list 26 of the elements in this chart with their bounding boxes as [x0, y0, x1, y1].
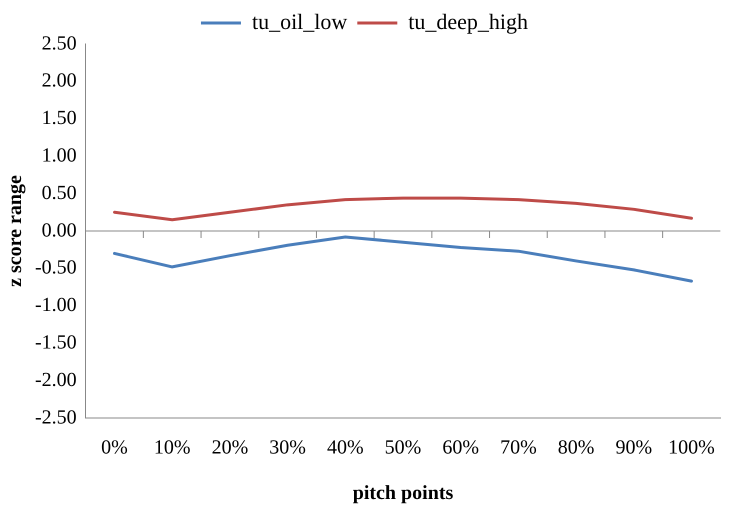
x-tick-label: 40%: [326, 436, 364, 458]
x-tick-label: 60%: [442, 436, 480, 458]
x-tick-label: 70%: [500, 436, 537, 458]
y-tick-label: 1.50: [42, 107, 77, 130]
y-tick-label: 2.50: [42, 32, 77, 54]
x-tick-label: 10%: [154, 436, 191, 458]
x-axis-title: pitch points: [352, 482, 454, 504]
x-tick-label: 0%: [101, 436, 128, 458]
x-tick-label: 80%: [558, 436, 594, 458]
y-tick-label: -2.00: [34, 368, 77, 391]
x-tick-label: 50%: [384, 436, 422, 458]
y-tick-label: 2.00: [42, 70, 77, 92]
x-tick-label: 20%: [212, 436, 248, 458]
legend-label: tu_oil_low: [252, 8, 348, 34]
y-tick-label: 0.50: [42, 182, 77, 204]
x-tick-label: 90%: [615, 436, 652, 458]
y-tick-label: -2.50: [34, 406, 77, 428]
x-tick-label: 30%: [269, 436, 306, 458]
legend-label: tu_deep_high: [408, 8, 528, 34]
y-tick-label: -1.00: [34, 294, 77, 316]
y-tick-label: -1.50: [34, 331, 77, 354]
y-tick-label: -0.50: [34, 256, 77, 279]
y-tick-label: 1.00: [42, 144, 77, 166]
y-axis-title: z score range: [4, 174, 26, 287]
x-tick-label: 100%: [668, 436, 715, 458]
y-tick-label: 0.00: [42, 219, 77, 242]
